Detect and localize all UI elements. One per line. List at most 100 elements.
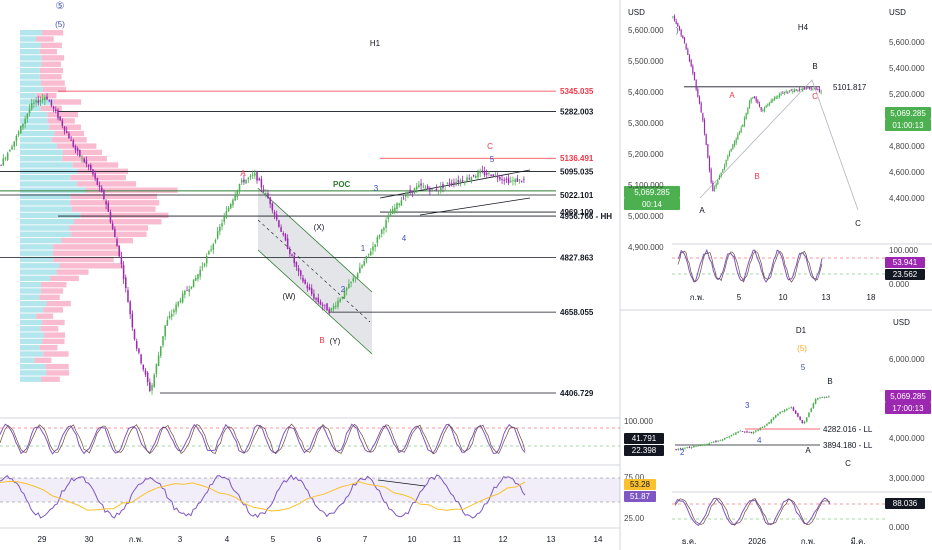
h1-candle <box>306 285 309 289</box>
h1-candle <box>304 279 306 284</box>
h1-candle <box>370 251 372 256</box>
volume-profile-down-bar <box>40 326 59 332</box>
volume-profile-down-bar <box>70 193 158 200</box>
h1-candle <box>72 140 75 147</box>
h1-level-label: 4406.729 <box>560 389 594 398</box>
h1-candle <box>168 315 171 319</box>
h1-candle <box>450 183 453 185</box>
volume-profile-up-bar <box>20 212 81 219</box>
h1-candle <box>405 195 407 197</box>
d1-candle <box>706 444 708 446</box>
d1-candle <box>688 447 691 449</box>
h1-candle <box>4 157 7 159</box>
d1-candle <box>721 439 724 441</box>
h1-candle <box>341 296 344 299</box>
d1-candle <box>697 445 700 447</box>
h1-candle <box>286 238 289 250</box>
volume-profile-up-bar <box>20 130 55 137</box>
h1-stoch-k <box>0 423 526 455</box>
h1-wave-x: (X) <box>314 223 325 232</box>
h1-wave-b: B <box>319 336 324 345</box>
h4-candle <box>792 91 794 92</box>
h1-candle <box>291 254 293 256</box>
h4-candle <box>675 21 677 24</box>
h1-candle <box>415 186 418 190</box>
d1-candle <box>819 397 821 399</box>
h1-candle <box>337 300 339 307</box>
h1-candle <box>92 169 94 175</box>
h1-candle <box>133 329 136 340</box>
h1-candle <box>179 300 182 303</box>
h1-wave-3: 3 <box>374 184 379 193</box>
h1-candle <box>125 277 127 289</box>
h4-y-tick: 5,500.000 <box>628 57 664 66</box>
h1-candle <box>332 305 335 310</box>
d1-price-badge-sub: 17:00:13 <box>892 404 924 413</box>
h4-candle <box>795 89 797 91</box>
h1-x-tick: 5 <box>271 535 276 544</box>
h1-x-tick: 6 <box>317 535 322 544</box>
h1-candle <box>138 348 140 353</box>
volume-profile-up-bar <box>20 80 41 86</box>
d1-price-badge-bg <box>885 390 931 402</box>
h1-candle <box>429 189 431 192</box>
h1-candle <box>2 158 5 166</box>
h1-candle <box>11 146 13 150</box>
h1-candle <box>444 185 446 186</box>
h4-right-y-tick: 5,600.000 <box>889 38 925 47</box>
h1-candle <box>295 261 298 268</box>
h1-candle <box>409 189 411 193</box>
h1-candle <box>470 177 473 181</box>
h1-candle <box>205 256 208 264</box>
h4-candle <box>682 35 684 39</box>
d1-wave-3: 3 <box>745 401 750 410</box>
h1-candle <box>260 179 263 188</box>
h1-candle <box>335 305 337 307</box>
volume-profile-down-bar <box>43 332 66 338</box>
volume-profile-up-bar <box>20 225 70 231</box>
h1-candle <box>437 189 440 192</box>
volume-profile-down-bar <box>40 105 62 111</box>
h4-price-badge: 5,069.285 <box>890 109 926 118</box>
volume-profile-down-bar <box>41 282 67 288</box>
h4-x-tick: 5 <box>737 293 742 302</box>
volume-profile-down-bar <box>77 181 137 187</box>
h1-candle <box>265 193 267 194</box>
h1-rsi-divergence <box>377 479 426 487</box>
h1-candle <box>142 364 145 370</box>
d1-stoch-tick-0: 0.000 <box>889 523 910 532</box>
h1-price-badge: 5,069.285 <box>634 188 670 197</box>
h4-title: H4 <box>798 23 809 32</box>
h4-candle <box>750 98 752 102</box>
h4-candle <box>672 16 674 18</box>
d1-candle <box>777 413 779 416</box>
volume-profile-down-bar <box>47 118 75 124</box>
h4-candle <box>707 144 709 158</box>
h4-x-tick: 13 <box>822 293 831 302</box>
h1-candle <box>501 179 503 180</box>
h1-stoch-d-val: 22.398 <box>632 446 657 455</box>
d1-candle <box>801 420 804 423</box>
d1-candle <box>679 448 682 450</box>
h4-candle <box>673 16 676 21</box>
h4-candle <box>787 91 789 93</box>
h1-candle <box>402 198 405 200</box>
h4-candle <box>785 91 787 93</box>
h1-candle <box>398 203 400 206</box>
h1-candle <box>245 179 247 184</box>
h1-candle <box>63 126 66 131</box>
volume-profile-down-bar <box>39 345 58 351</box>
h1-candle <box>448 182 451 184</box>
h1-candle <box>457 180 460 183</box>
h1-candle <box>378 235 381 238</box>
h1-candle <box>87 164 90 167</box>
volume-profile-down-bar <box>40 80 65 86</box>
volume-profile-up-bar <box>20 187 86 193</box>
d1-candle <box>730 434 733 437</box>
h1-wave-w: (W) <box>283 292 296 301</box>
h1-candle <box>28 108 31 114</box>
h1-candle <box>98 185 101 188</box>
h4-x-tick: 18 <box>867 293 876 302</box>
h4-candle <box>812 88 814 90</box>
d1-candle <box>757 429 759 431</box>
